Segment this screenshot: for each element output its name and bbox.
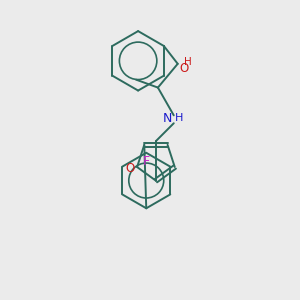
- Text: O: O: [180, 62, 189, 75]
- Text: O: O: [125, 161, 135, 175]
- Text: H: H: [175, 113, 183, 123]
- Text: N: N: [163, 112, 172, 125]
- Text: F: F: [143, 155, 150, 168]
- Text: H: H: [184, 57, 191, 67]
